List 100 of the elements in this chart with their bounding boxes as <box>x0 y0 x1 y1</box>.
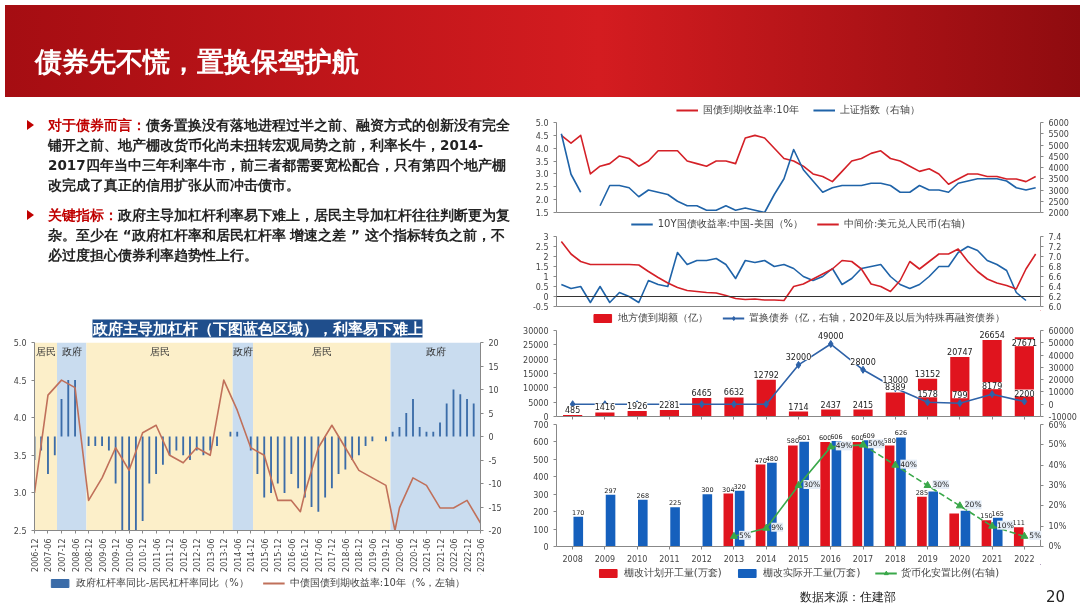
data-label: 2437 <box>820 400 841 410</box>
y2-tick-label: -20 <box>488 527 502 536</box>
x-tick-label: 2018-06 <box>341 538 351 572</box>
legend-label: 上证指数（右轴） <box>840 103 921 117</box>
data-label: 13000 <box>882 376 909 386</box>
legend-label: 10Y国债收益率:中国-美国（%） <box>657 217 804 231</box>
y2-tick-label: 20000 <box>1048 376 1074 386</box>
data-label: 20747 <box>947 348 973 358</box>
data-label: 12792 <box>753 370 779 380</box>
x-tick-label: 2011 <box>659 554 680 564</box>
y-tick-label: 200 <box>533 508 549 518</box>
y2-tick-label: -15 <box>488 503 502 513</box>
y-tick-label: 2 <box>543 253 549 262</box>
y2-tick-label: 10% <box>1048 521 1067 531</box>
band-label: 居民 <box>149 345 170 357</box>
data-label: 6465 <box>691 388 712 398</box>
y2-tick-label: 40% <box>1048 460 1067 470</box>
y2-tick-label: 6.0 <box>1048 303 1062 312</box>
y2-tick-label: 3000 <box>1048 186 1069 196</box>
y-tick-label: 2.5 <box>535 183 549 193</box>
x-tick-label: 2019 <box>917 554 938 564</box>
y-tick-label: 4.0 <box>13 414 27 424</box>
x-tick-label: 2022-06 <box>449 538 459 572</box>
y-tick-label: 500 <box>533 455 549 465</box>
y-tick-label: 3 <box>543 233 549 242</box>
y2-tick-label: 40000 <box>1048 351 1074 361</box>
x-tick-label: 2012-12 <box>193 538 203 572</box>
y-tick-label: 2.0 <box>535 196 549 206</box>
x-tick-label: 2021-12 <box>436 538 446 572</box>
x-tick-label: 2008-06 <box>71 538 81 572</box>
x-tick-label: 2010-12 <box>139 538 149 572</box>
y-tick-label: 0 <box>543 543 549 552</box>
y-tick-label: 0 <box>543 413 549 422</box>
x-tick-label: 2013 <box>723 554 745 564</box>
x-tick-label: 2012 <box>691 554 712 564</box>
data-label: 28000 <box>850 357 876 367</box>
data-label: 6632 <box>723 388 745 398</box>
y2-tick-label: 5000 <box>1048 141 1069 151</box>
y-tick-label: -0.5 <box>532 303 549 312</box>
y2-tick-label: 0% <box>1048 542 1062 551</box>
band-label: 政府 <box>232 345 253 357</box>
legend-label: 棚改实际开工量(万套) <box>762 566 861 580</box>
x-tick-label: 2016-12 <box>301 538 311 572</box>
y2-tick-label: 2000 <box>1048 209 1069 218</box>
x-tick-label: 2014-06 <box>233 538 243 572</box>
y-tick-label: 3.5 <box>13 451 27 461</box>
chart-title: 政府主导加杠杆（下图蓝色区域），利率易下难上 <box>91 319 423 338</box>
y-tick-label: 10000 <box>523 384 549 394</box>
source-note: 数据来源：住建部 <box>799 589 896 607</box>
y2-tick-label: 50% <box>1048 440 1067 450</box>
data-label: 2415 <box>852 400 874 410</box>
y2-tick-label: 7.4 <box>1048 233 1062 242</box>
y-tick-label: 3.5 <box>535 157 549 167</box>
x-tick-label: 2008 <box>562 554 583 564</box>
data-label: 8179 <box>981 382 1003 392</box>
x-tick-label: 2015 <box>788 554 809 564</box>
y-tick-label: 4.5 <box>13 376 27 386</box>
y2-tick-label: 0 <box>1048 400 1054 410</box>
y-tick-label: 25000 <box>523 341 549 351</box>
y-tick-label: 30000 <box>523 327 549 336</box>
x-tick-label: 2009-06 <box>98 538 108 572</box>
y-tick-label: 2.5 <box>13 527 27 536</box>
x-tick-label: 2011-12 <box>166 538 176 572</box>
legend-label: 货币化安置比例(右轴) <box>901 566 1000 580</box>
x-tick-label: 2021-06 <box>422 538 432 572</box>
y2-tick-label: 0 <box>488 433 494 442</box>
y2-tick-label: 50000 <box>1048 339 1074 349</box>
x-tick-label: 2017 <box>852 554 874 564</box>
y-tick-label: 3.0 <box>13 489 27 499</box>
x-tick-label: 2014 <box>756 554 777 564</box>
y2-tick-label: 15 <box>488 362 499 372</box>
x-tick-label: 2020 <box>949 554 971 564</box>
x-tick-label: 2023-06 <box>477 538 486 572</box>
y-tick-label: 4.0 <box>535 144 549 154</box>
y2-tick-label: 6.8 <box>1048 263 1062 272</box>
y2-tick-label: -10 <box>488 480 502 489</box>
x-tick-label: 2017-06 <box>314 538 324 572</box>
y2-tick-label: 6.2 <box>1048 293 1062 302</box>
x-tick-label: 2009-12 <box>112 538 122 572</box>
y2-tick-label: 7.0 <box>1048 253 1062 262</box>
x-tick-label: 2006-12 <box>31 538 40 572</box>
legend-label: 国债到期收益率:10年 <box>702 103 800 117</box>
x-tick-label: 2022-12 <box>463 538 473 572</box>
y2-tick-label: 7.2 <box>1048 243 1062 252</box>
y2-tick-label: 30000 <box>1048 363 1074 373</box>
data-label: 1416 <box>594 403 616 413</box>
y2-tick-label: -10000 <box>1048 413 1077 422</box>
data-label: 8389 <box>885 383 906 393</box>
x-tick-label: 2022 <box>1014 554 1035 564</box>
legend-label: 中间价:美元兑人民币(右轴) <box>844 217 966 231</box>
data-label: 13152 <box>914 369 941 379</box>
y2-tick-label: -5 <box>488 456 497 466</box>
y2-tick-label: 4500 <box>1048 152 1069 162</box>
y-tick-label: 600 <box>533 438 549 448</box>
y-tick-label: 0.5 <box>535 283 549 292</box>
x-tick-label: 2009 <box>594 554 616 564</box>
data-label: 1578 <box>917 390 938 400</box>
data-label: 49000 <box>818 332 844 342</box>
x-tick-label: 2021 <box>981 554 1003 564</box>
data-label: 26654 <box>979 331 1005 341</box>
